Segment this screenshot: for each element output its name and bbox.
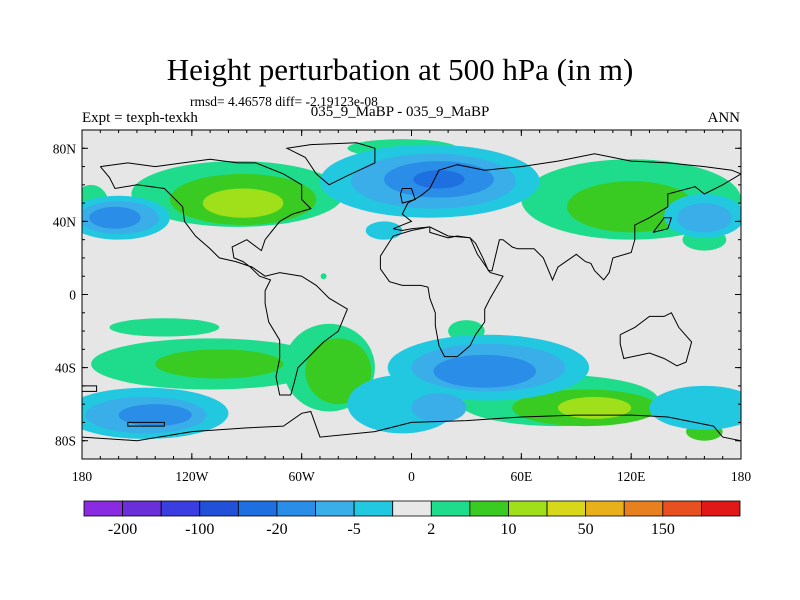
contour-fields (82, 139, 741, 441)
colorbar-label: -20 (266, 521, 287, 538)
colorbar-box (199, 500, 239, 517)
season-label: ANN (707, 110, 741, 126)
contour-level-4 (411, 393, 467, 423)
colorbar-box (546, 500, 587, 517)
colorbar-label: 50 (578, 521, 594, 538)
colorbar-box (122, 500, 162, 517)
coastlines (82, 142, 741, 442)
map-axes: 80N 40N 0 40S 80S 180 120W 60W 0 60E 120E 180 (53, 129, 752, 484)
colorbar-box (469, 500, 509, 517)
colorbar-box (353, 500, 394, 517)
lat-tick-label: 0 (69, 288, 76, 303)
lon-tick-label: 180 (72, 469, 93, 484)
colorbar-box (83, 500, 123, 517)
map-area (81, 129, 742, 460)
subtitle: 035_9_MaBP - 035_9_MaBP (310, 104, 490, 120)
lon-tick-label: 120W (175, 469, 208, 484)
colorbar-box (662, 500, 702, 517)
coastline-1 (285, 142, 376, 186)
coastline-0 (99, 158, 349, 396)
experiment-label: Expt = texph-texkh (82, 110, 198, 126)
coastline-3 (379, 226, 504, 358)
contour-level-2 (202, 188, 284, 218)
colorbar-label: 2 (427, 521, 435, 538)
contour-level-6 (413, 170, 465, 189)
coastline-6 (652, 217, 673, 233)
contour-level-5 (118, 404, 192, 427)
colorbar-label: -5 (347, 521, 360, 538)
stats-line: rmsd= 4.46578 diff= -2.19123e-08 (190, 94, 378, 109)
contour-level-2 (557, 396, 632, 419)
contour-level-1 (155, 349, 284, 379)
colorbar-box (276, 500, 316, 517)
colorbar-box (585, 500, 625, 517)
coastline-7 (82, 410, 741, 442)
lat-tick-label: 80N (53, 141, 77, 156)
colorbar-label: -100 (185, 521, 214, 538)
coastline-5 (399, 188, 416, 204)
coastline-8 (127, 421, 165, 427)
contour-level-0 (320, 273, 327, 280)
colorbar-label: -200 (108, 521, 137, 538)
lat-tick-label: 40N (53, 214, 77, 229)
colorbar-box (623, 500, 664, 517)
colorbar-label: 10 (500, 521, 516, 538)
contour-level-3 (365, 221, 403, 240)
contour-level-5 (89, 206, 141, 229)
lon-tick-label: 120E (617, 469, 646, 484)
colorbar-box (315, 500, 355, 517)
colorbar-box (392, 500, 432, 517)
contour-level-0 (109, 318, 220, 337)
lon-tick-label: 0 (408, 469, 415, 484)
lon-tick-label: 60E (510, 469, 532, 484)
lat-tick-label: 40S (55, 361, 76, 376)
contour-level-1 (305, 338, 372, 405)
colorbar-box (508, 500, 548, 517)
colorbar-box (237, 500, 278, 517)
coastline-9 (82, 385, 98, 392)
colorbar-box (701, 500, 741, 517)
colorbar-box (160, 500, 201, 517)
colorbar-box (430, 500, 471, 517)
colorbar-label: 150 (651, 521, 675, 538)
contour-level-3 (649, 385, 741, 430)
lon-tick-label: 180 (731, 469, 752, 484)
coastline-2 (393, 153, 741, 282)
colorbar: -200 -100 -20 -5 2 10 50 150 (83, 500, 741, 538)
contour-level-5 (433, 354, 536, 388)
lon-tick-label: 60W (289, 469, 316, 484)
lat-tick-label: 80S (55, 434, 76, 449)
contour-level-4 (676, 203, 732, 233)
page-title: Height perturbation at 500 hPa (in m) (166, 52, 634, 87)
coastline-4 (619, 312, 693, 367)
